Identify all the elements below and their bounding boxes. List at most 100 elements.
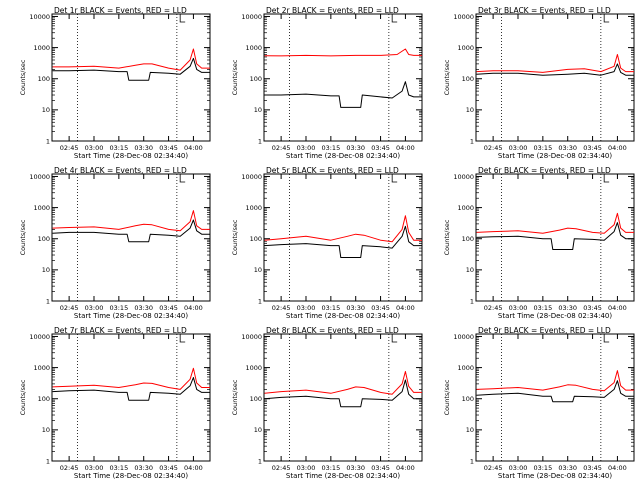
y-tick-label: 10000 [241, 13, 262, 21]
y-axis-label: Counts/sec [443, 59, 451, 95]
y-tick-label: 10000 [241, 173, 262, 181]
x-tick-label: 03:45 [371, 464, 390, 472]
x-tick-label: 03:45 [371, 144, 390, 152]
y-tick-label: 10000 [29, 333, 50, 341]
y-tick-label: 1000 [245, 364, 262, 372]
plot-frame [51, 13, 211, 142]
x-tick-label: 03:30 [558, 464, 577, 472]
y-tick-label: 1 [470, 137, 474, 145]
x-tick-label: 03:30 [558, 304, 577, 312]
x-axis-label: Start Time (28-Dec-08 02:34:40) [286, 312, 400, 320]
chart-panel-4: Det 4r BLACK = Events, RED = LLD 1 10 100 10… [19, 166, 211, 320]
bracket-marker [391, 334, 398, 343]
x-tick-label: 03:15 [321, 304, 340, 312]
y-tick-label: 10000 [453, 173, 474, 181]
x-tick-label: 03:15 [109, 144, 128, 152]
y-tick-label: 10000 [241, 333, 262, 341]
series-line-events [264, 81, 422, 108]
y-tick-label: 1000 [245, 44, 262, 52]
series-line-events [264, 225, 422, 258]
x-tick-label: 03:00 [85, 464, 104, 472]
y-tick-label: 100 [38, 235, 50, 243]
y-tick-label: 10 [254, 426, 262, 434]
x-tick-label: 03:00 [509, 304, 528, 312]
x-tick-label: 03:00 [297, 464, 316, 472]
y-tick-label: 10 [466, 106, 474, 114]
series-line-events [52, 377, 210, 401]
x-tick-label: 04:00 [396, 464, 415, 472]
y-tick-label: 100 [462, 395, 474, 403]
x-tick-label: 03:15 [533, 144, 552, 152]
x-tick-label: 03:15 [533, 304, 552, 312]
y-tick-label: 10000 [29, 173, 50, 181]
y-tick-label: 1 [470, 297, 474, 305]
x-tick-label: 02:45 [272, 304, 291, 312]
x-axis-label: Start Time (28-Dec-08 02:34:40) [74, 312, 188, 320]
x-tick-label: 04:00 [184, 464, 203, 472]
series-line-lld [264, 48, 422, 57]
y-axis-label: Counts/sec [231, 379, 239, 415]
x-tick-label: 04:00 [184, 144, 203, 152]
y-axis-label: Counts/sec [231, 59, 239, 95]
x-tick-label: 02:45 [484, 464, 503, 472]
x-tick-label: 02:45 [60, 464, 79, 472]
y-axis-label: Counts/sec [443, 379, 451, 415]
series-line-events [476, 63, 634, 76]
x-axis-label: Start Time (28-Dec-08 02:34:40) [498, 152, 612, 160]
y-tick-label: 10000 [453, 333, 474, 341]
x-tick-label: 03:45 [371, 304, 390, 312]
x-tick-label: 03:15 [109, 304, 128, 312]
y-tick-label: 100 [38, 395, 50, 403]
x-tick-label: 04:00 [184, 304, 203, 312]
y-axis-label: Counts/sec [19, 219, 27, 255]
y-tick-label: 10 [466, 266, 474, 274]
y-tick-label: 1000 [457, 204, 474, 212]
chart-title: Det 7r BLACK = Events, RED = LLD [54, 326, 187, 335]
x-tick-label: 03:30 [134, 464, 153, 472]
bracket-marker [391, 174, 398, 183]
y-tick-label: 1000 [457, 364, 474, 372]
plot-frame [263, 333, 423, 462]
chart-title: Det 9r BLACK = Events, RED = LLD [478, 326, 611, 335]
x-tick-label: 03:15 [109, 464, 128, 472]
x-tick-label: 04:00 [608, 144, 627, 152]
series-line-events [476, 222, 634, 250]
series-line-lld [52, 48, 210, 71]
series-line-lld [264, 215, 422, 243]
y-tick-label: 1000 [33, 204, 50, 212]
plot-frame [51, 173, 211, 302]
y-tick-label: 10000 [29, 13, 50, 21]
series-line-events [264, 379, 422, 408]
chart-panel-7: Det 7r BLACK = Events, RED = LLD 1 10 100 10… [19, 326, 211, 480]
y-tick-label: 1000 [457, 44, 474, 52]
x-tick-label: 03:30 [134, 144, 153, 152]
x-tick-label: 02:45 [272, 144, 291, 152]
y-tick-label: 10000 [453, 13, 474, 21]
y-tick-label: 10 [42, 426, 50, 434]
chart-panel-2: Det 2r BLACK = Events, RED = LLD 1 10 100 10… [231, 6, 423, 160]
x-tick-label: 03:45 [583, 464, 602, 472]
y-tick-label: 1000 [33, 44, 50, 52]
plot-frame [475, 13, 635, 142]
x-tick-label: 03:15 [533, 464, 552, 472]
y-tick-label: 1 [258, 297, 262, 305]
series-line-events [52, 57, 210, 81]
y-tick-label: 100 [250, 75, 262, 83]
bracket-marker [391, 14, 398, 23]
chart-panel-3: Det 3r BLACK = Events, RED = LLD 1 10 100 10… [443, 6, 635, 160]
x-axis-label: Start Time (28-Dec-08 02:34:40) [286, 152, 400, 160]
y-tick-label: 100 [38, 75, 50, 83]
x-tick-label: 03:00 [85, 144, 104, 152]
x-tick-label: 03:30 [558, 144, 577, 152]
series-line-lld [476, 370, 634, 392]
x-tick-label: 03:00 [297, 144, 316, 152]
x-tick-label: 03:30 [346, 464, 365, 472]
y-tick-label: 1 [258, 457, 262, 465]
x-tick-label: 02:45 [272, 464, 291, 472]
y-tick-label: 1 [46, 137, 50, 145]
plot-frame [475, 333, 635, 462]
plot-frame [263, 13, 423, 142]
x-tick-label: 03:45 [159, 464, 178, 472]
y-axis-label: Counts/sec [19, 379, 27, 415]
